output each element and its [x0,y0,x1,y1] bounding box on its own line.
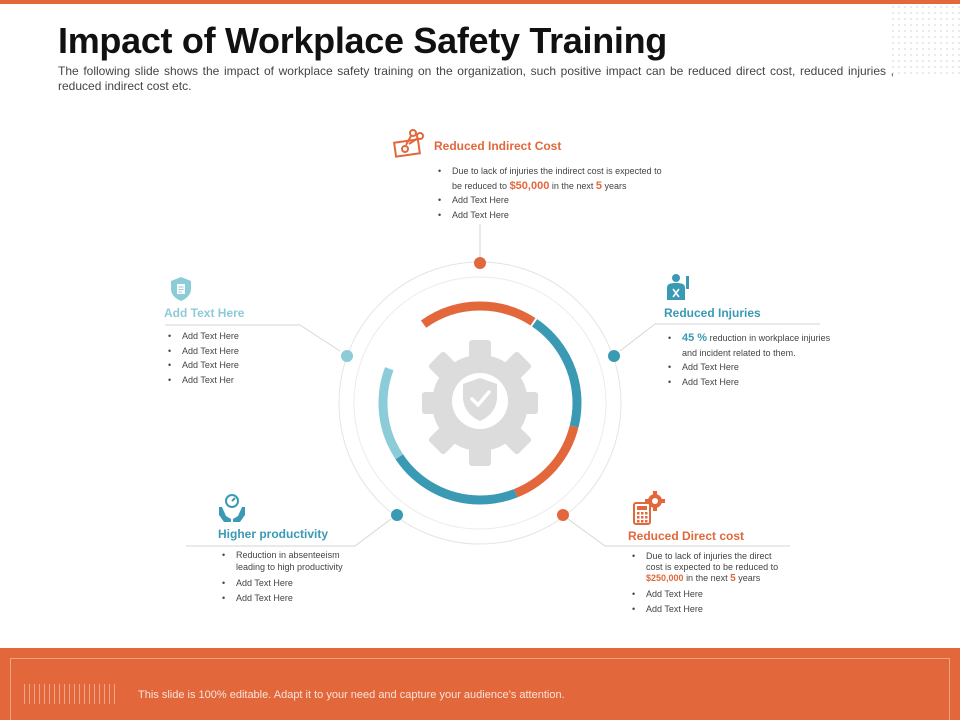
item-text: cost is expected to be reduced to [646,562,779,572]
page-title: Impact of Workplace Safety Training [58,20,667,61]
list-item: Add Text Here [218,576,388,591]
list-item: 45 % reduction in workplace injuries and… [664,331,854,360]
ring-segment-top [378,301,582,505]
list-item: Add Text Here [434,208,694,223]
list-item: Add Text Here [628,602,818,617]
item-text: in the next [686,573,728,583]
shield-document-icon [171,277,191,301]
item-text: and incident related to them. [682,347,796,358]
connector-right [619,323,820,352]
list-item: Add Text Here [628,587,818,602]
top-accent-bar [0,0,960,4]
ring-segment-bottom-left [378,301,582,505]
years-value: 5 [730,573,736,584]
item-text: years [738,573,761,583]
item-text: reduction in workplace injuries [709,333,831,343]
block-title: Add Text Here [164,306,245,320]
ring-segment-left [378,301,582,505]
calculator-gear-icon [633,491,665,525]
node-right [608,350,620,362]
list-item: Due to lack of injuries the direct cost … [628,551,818,584]
list-item: Add Text Here [218,591,388,606]
item-text: Due to lack of injuries the direct [646,551,772,561]
footer-stripes-decoration [24,684,116,704]
list-item: Add Text Here [434,193,694,208]
block-add-text-here: Add Text Here Add Text Here Add Text Her… [164,306,314,387]
amount-value: $50,000 [509,179,550,192]
years-value: 5 [595,179,603,192]
item-text: be reduced to [452,180,508,191]
block-title: Reduced Injuries [664,306,761,320]
node-bottom-right [557,509,569,521]
connector-bottom-right [567,518,790,547]
block-reduced-indirect-cost: Reduced Indirect Cost Due to lack of inj… [434,139,694,222]
list-item: Due to lack of injuries the indirect cos… [434,164,694,193]
item-text: years [604,180,627,191]
hands-gauge-icon [219,494,245,522]
connector-bottom-left [186,518,392,547]
amount-value: $250,000 [646,573,684,583]
list-item: Add Text Here [664,360,854,375]
item-text: Due to lack of injuries the indirect cos… [452,166,662,176]
shield-check-icon [463,378,497,421]
node-bottom-left [391,509,403,521]
block-reduced-injuries: Reduced Injuries 45 % reduction in workp… [664,306,854,389]
footer-text: This slide is 100% editable. Adapt it to… [138,689,565,701]
percent-value: 45 % [682,332,708,344]
block-title: Reduced Indirect Cost [434,139,562,153]
item-text: leading to high productivity [236,561,343,572]
list-item: Add Text Here [164,344,314,359]
item-text: Reduction in absenteeism [236,550,340,560]
inner-thin-ring [353,276,607,530]
injured-person-icon [667,274,689,300]
list-item: Add Text Her [164,373,314,388]
segment-ring [378,301,582,505]
page-subtitle: The following slide shows the impact of … [58,64,894,93]
node-top [474,257,486,269]
money-scissors-icon [393,129,424,158]
block-higher-productivity: Higher productivity Reduction in absente… [218,527,388,605]
footer-bar: This slide is 100% editable. Adapt it to… [0,648,960,720]
list-item: Add Text Here [664,375,854,390]
list-item: Reduction in absenteeism leading to high… [218,550,388,573]
dot-pattern-decoration [890,4,960,74]
list-item: Add Text Here [164,358,314,373]
node-left [341,350,353,362]
item-text: in the next [551,180,594,191]
connector-left [165,324,341,352]
block-reduced-direct-cost: Reduced Direct cost Due to lack of injur… [628,529,818,616]
list-item: Add Text Here [164,329,314,344]
footer-frame [10,658,950,720]
ring-segment-right [378,301,582,505]
block-title: Reduced Direct cost [628,529,745,543]
block-title: Higher productivity [218,527,329,541]
